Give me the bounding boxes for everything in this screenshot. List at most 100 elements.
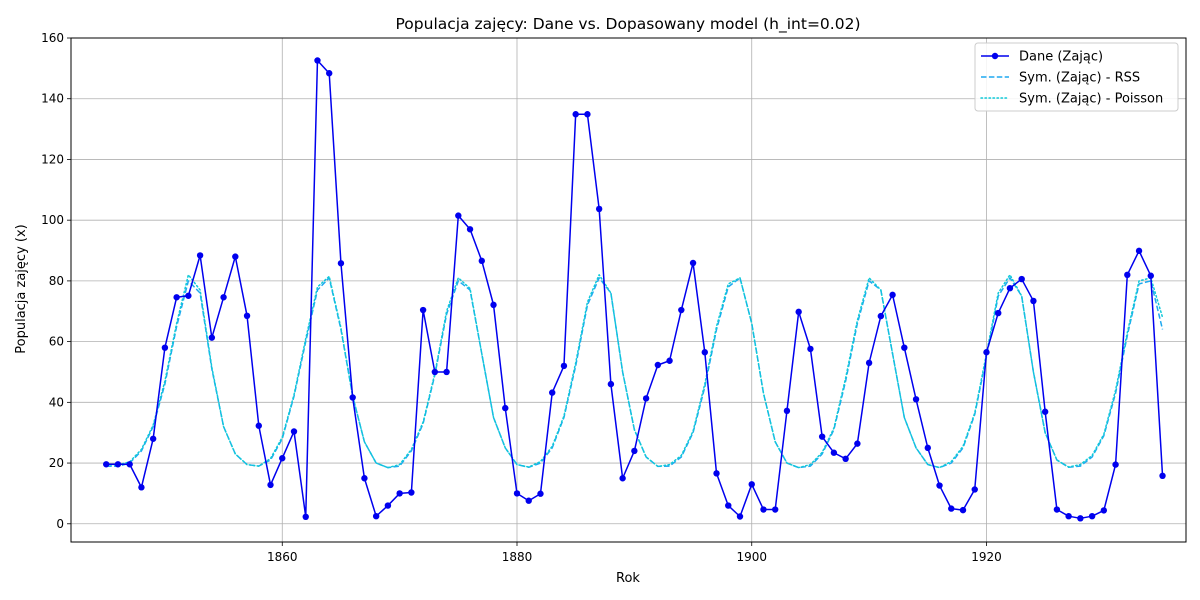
y-tick-label: 80 <box>49 274 64 288</box>
data-point <box>103 461 110 468</box>
series-layer <box>103 57 1166 522</box>
data-point <box>455 212 462 219</box>
data-point <box>995 309 1002 317</box>
legend-box <box>974 42 1179 112</box>
y-tick-label: 0 <box>56 517 64 531</box>
data-point <box>314 57 321 64</box>
data-point <box>443 368 450 376</box>
data-point <box>326 70 333 77</box>
data-point <box>795 308 802 316</box>
data-point <box>748 481 755 488</box>
y-axis-label: Populacja zajęcy (x) <box>14 224 29 353</box>
data-point <box>1065 512 1072 520</box>
data-point <box>948 505 955 512</box>
data-point <box>783 407 791 415</box>
data-point <box>173 294 180 301</box>
data-point <box>408 489 415 496</box>
data-point <box>854 440 861 447</box>
data-point <box>642 395 650 402</box>
data-point <box>689 259 697 267</box>
data-point <box>678 306 685 314</box>
data-point <box>1053 506 1061 513</box>
data-point <box>912 396 920 403</box>
data-point <box>431 368 439 376</box>
data-point <box>302 513 309 520</box>
x-tick-label: 1860 <box>267 550 298 564</box>
data-point <box>1124 271 1131 279</box>
data-point <box>255 422 262 429</box>
series-line-poisson <box>105 274 1164 469</box>
data-point <box>220 294 227 301</box>
data-point <box>1135 247 1143 255</box>
data-point <box>654 361 662 369</box>
data-point <box>560 362 568 370</box>
data-point <box>1147 272 1154 279</box>
data-point <box>807 345 814 353</box>
data-point <box>772 506 779 513</box>
chart-title: Populacja zajęcy: Dane vs. Dopasowany mo… <box>396 15 861 34</box>
data-point <box>114 461 122 468</box>
data-point <box>736 513 744 520</box>
data-point <box>396 490 403 497</box>
data-point <box>666 357 673 364</box>
data-point <box>983 349 990 356</box>
data-point <box>384 502 392 509</box>
data-point <box>208 334 216 341</box>
data-point <box>478 257 485 265</box>
data-point <box>490 301 497 309</box>
data-point <box>924 444 931 452</box>
y-tick-label: 60 <box>49 335 64 349</box>
data-point <box>889 291 896 299</box>
series-line-rss <box>106 277 1164 469</box>
data-point <box>1030 297 1037 305</box>
legend-label: Sym. (Zając) - RSS <box>1019 71 1140 86</box>
data-point <box>1088 512 1096 520</box>
y-tick-label: 160 <box>41 31 64 45</box>
data-point <box>701 349 708 356</box>
data-point <box>419 306 427 314</box>
data-point <box>372 512 380 520</box>
x-tick-label: 1920 <box>971 550 1002 564</box>
data-point <box>1018 275 1025 283</box>
data-point <box>607 380 615 388</box>
data-point <box>337 260 345 267</box>
y-tick-label: 100 <box>41 213 64 227</box>
data-point <box>138 484 145 491</box>
data-point <box>1159 472 1166 480</box>
data-point <box>572 111 579 118</box>
data-point <box>185 292 192 299</box>
data-point <box>232 253 239 260</box>
data-point <box>584 111 591 118</box>
data-point <box>502 404 509 412</box>
data-point <box>865 359 873 367</box>
y-tick-label: 40 <box>49 395 64 409</box>
x-axis-label: Rok <box>616 571 640 586</box>
data-point <box>279 455 286 462</box>
data-point <box>161 344 169 351</box>
data-point <box>1112 461 1119 468</box>
data-point <box>713 470 720 477</box>
data-point <box>842 455 849 463</box>
data-point <box>619 475 626 482</box>
legend-label: Dane (Zając) <box>1019 50 1103 65</box>
data-point <box>1041 408 1049 415</box>
data-point <box>525 497 532 504</box>
x-tick-label: 1880 <box>502 550 533 564</box>
data-point <box>1100 507 1108 514</box>
data-point <box>513 490 521 497</box>
y-tick-label: 120 <box>41 152 64 166</box>
x-tick-label: 1900 <box>736 550 767 564</box>
data-point <box>290 428 298 435</box>
data-point <box>1077 515 1084 522</box>
axis-ticks: 1860 1880 1900 1920 0 20 40 60 80 100 120 140 160 <box>41 31 1002 564</box>
data-point <box>361 475 368 482</box>
legend: Dane (Zając) Sym. (Zając) - RSS Sym. (Zają… <box>974 42 1179 112</box>
data-point <box>595 205 603 213</box>
data-point <box>631 447 638 455</box>
data-point <box>959 506 967 514</box>
data-point <box>243 312 251 320</box>
y-tick-label: 140 <box>41 92 64 106</box>
data-point <box>877 312 885 320</box>
data-point <box>196 252 204 259</box>
